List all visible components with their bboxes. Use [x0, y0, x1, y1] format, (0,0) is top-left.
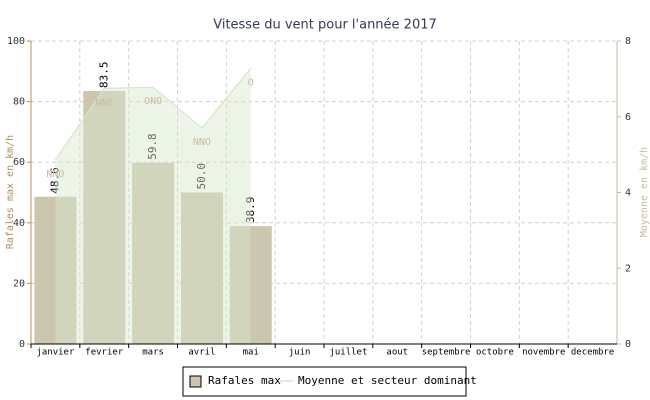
point-label: ONO: [144, 96, 162, 107]
y2-tick-label: 4: [625, 188, 631, 199]
x-tick-label: septembre: [422, 348, 471, 358]
bar: [229, 226, 272, 344]
area-line: [54, 67, 252, 161]
legend-box: [182, 366, 467, 397]
x-tick-label: novembre: [522, 348, 565, 358]
x-tick-label: aout: [386, 348, 408, 358]
x-tick-label: mai: [243, 348, 259, 358]
y2-tick-label: 0: [625, 339, 631, 350]
x-tick-label: octobre: [476, 348, 514, 358]
y-tick-label: 20: [13, 278, 25, 289]
value-label: 83.5: [97, 61, 110, 88]
point-label: NNO: [193, 137, 211, 148]
point-label: NNO: [46, 169, 64, 180]
value-label: 50.0: [195, 163, 208, 190]
chart-title: Vitesse du vent pour l'année 2017: [213, 18, 437, 33]
y-axis-label: Rafales max en km/h: [5, 135, 16, 249]
y2-tick-label: 2: [625, 263, 631, 274]
y2-tick-label: 8: [625, 36, 631, 47]
y2-axis-label: Moyenne en km/h: [639, 147, 650, 237]
x-tick-label: juillet: [329, 348, 367, 358]
x-tick-label: mars: [142, 348, 164, 358]
bar: [180, 192, 223, 344]
value-label: 48.6: [48, 167, 61, 194]
y2-tick-label: 6: [625, 112, 631, 123]
value-label: 38.9: [244, 197, 257, 224]
y-tick-label: 100: [7, 36, 25, 47]
x-tick-label: juin: [289, 348, 311, 358]
bar: [132, 162, 175, 344]
y-tick-label: 0: [19, 339, 25, 350]
legend-label: Moyenne et secteur dominant: [298, 374, 477, 387]
x-tick-label: fevrier: [85, 348, 124, 358]
legend-swatch: [189, 375, 202, 388]
x-tick-label: avril: [188, 348, 215, 358]
bar: [83, 90, 126, 345]
point-label: O: [248, 77, 254, 88]
x-tick-label: janvier: [36, 348, 75, 358]
y-tick-label: 60: [13, 157, 25, 168]
bar: [34, 196, 77, 344]
point-label: NNE: [95, 97, 113, 108]
area: [55, 68, 251, 345]
legend-label: Rafales max: [208, 374, 281, 387]
y-tick-label: 80: [13, 97, 25, 108]
x-tick-label: decembre: [571, 348, 614, 358]
y-tick-label: 40: [13, 218, 25, 229]
value-label: 59.8: [146, 133, 159, 160]
